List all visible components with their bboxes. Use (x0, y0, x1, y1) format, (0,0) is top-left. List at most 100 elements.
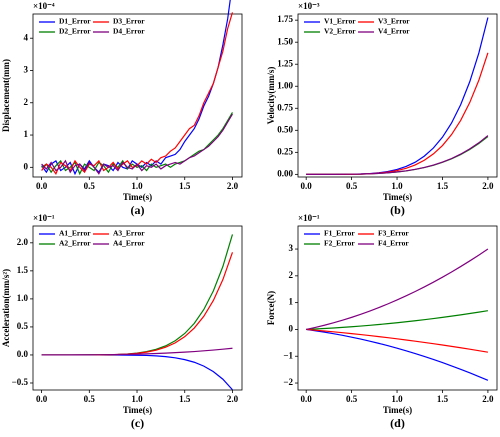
y-tick-label: 0.75 (277, 102, 293, 112)
x-tick-label: 1.0 (131, 181, 143, 191)
x-tick-label: 1.5 (437, 181, 449, 191)
y-tick-label: 1.25 (277, 58, 293, 68)
y-tick-label: 0.25 (277, 146, 293, 156)
x-tick-label: 0.5 (346, 394, 358, 404)
y-axis-label: Velocity(mm/s) (266, 67, 276, 125)
plot-frame (297, 225, 498, 391)
y-tick-label: 1.0 (17, 293, 29, 303)
data-line (41, 12, 234, 175)
subplot: 0.0 0.5 1.0 1.5 2.0 −2 −1 0 1 2 3 ×10⁻¹ Time(s) Force… (266, 213, 498, 430)
x-tick-label: 0.0 (36, 181, 48, 191)
legend-label: V1_Error (324, 17, 356, 26)
caption: (d) (390, 416, 405, 430)
x-tick-label: 1.0 (391, 394, 403, 404)
y-tick-label: 3 (289, 243, 294, 253)
x-tick-label: 1.5 (179, 181, 191, 191)
x-tick-label: 1.0 (391, 181, 403, 191)
data-line (306, 310, 489, 331)
legend-label: A1_Error (59, 229, 91, 238)
y-tick-label: 0 (289, 324, 294, 334)
y-tick-label: −0.5 (12, 377, 29, 387)
offset-label: ×10⁻³ (298, 1, 320, 11)
data-line (41, 234, 234, 356)
x-tick-label: 2.0 (482, 181, 494, 191)
legend-label: A2_Error (59, 239, 91, 248)
legend-label: V3_Error (378, 17, 410, 26)
x-tick-label: 0.0 (301, 394, 313, 404)
y-tick-label: 0.00 (277, 168, 293, 178)
legend-label: V4_Error (378, 27, 410, 36)
x-tick-label: 0.0 (301, 181, 313, 191)
y-tick-label: 2.0 (17, 237, 29, 247)
y-tick-label: 3 (24, 65, 29, 75)
subplot: 0.0 0.5 1.0 1.5 2.0 −0.5 0.0 0.5 1.0 1.5 2.0 ×10⁻¹ T… (1, 213, 243, 430)
caption: (b) (390, 203, 405, 217)
y-tick-label: 1.00 (277, 80, 293, 90)
y-tick-label: −1 (283, 350, 293, 360)
data-line (306, 17, 489, 175)
legend-label: F4_Error (378, 239, 409, 248)
legend-label: A3_Error (113, 229, 145, 238)
data-line (306, 135, 489, 175)
data-line (306, 135, 489, 175)
subplot: 0.0 0.5 1.0 1.5 2.0 0.00 0.25 0.50 0.75 1.00 1.25 1… (266, 1, 498, 217)
data-line (41, 113, 233, 175)
x-tick-label: 0.0 (36, 394, 48, 404)
data-line (306, 248, 489, 331)
x-tick-label: 2.0 (227, 181, 239, 191)
x-tick-label: 0.5 (346, 181, 358, 191)
y-tick-label: 1.50 (277, 36, 293, 46)
plot-frame (32, 225, 243, 391)
y-tick-label: 0.0 (17, 349, 29, 359)
y-tick-label: 1.5 (17, 265, 29, 275)
x-axis-label: Time(s) (123, 405, 152, 415)
legend-label: D1_Error (59, 17, 91, 26)
offset-label: ×10⁻¹ (33, 213, 55, 223)
y-tick-label: −2 (283, 377, 293, 387)
data-line (41, 347, 233, 356)
x-tick-label: 0.5 (84, 394, 96, 404)
legend-label: A4_Error (113, 239, 145, 248)
caption: (a) (131, 203, 145, 217)
data-line (306, 328, 489, 381)
subplot: 0.0 0.5 1.0 1.5 2.0 0 1 2 3 4 ×10⁻⁴ Time(s) Displace… (1, 0, 243, 217)
data-line (41, 252, 234, 356)
x-tick-label: 2.0 (482, 394, 494, 404)
y-tick-label: 4 (24, 32, 29, 42)
x-tick-label: 1.0 (131, 394, 143, 404)
plot-frame (32, 13, 243, 178)
y-axis-label: Displacement(mm) (1, 59, 11, 132)
legend-label: F3_Error (378, 229, 409, 238)
x-tick-label: 1.5 (179, 394, 191, 404)
x-axis-label: Time(s) (383, 192, 412, 202)
x-tick-label: 2.0 (227, 394, 239, 404)
data-line (306, 52, 489, 175)
y-tick-label: 0.50 (277, 124, 293, 134)
y-tick-label: 0.5 (17, 321, 29, 331)
legend-label: V2_Error (324, 27, 356, 36)
legend-label: D4_Error (113, 27, 145, 36)
legend-label: F1_Error (324, 229, 355, 238)
plot-frame (297, 13, 498, 178)
y-axis-label: Acceleration(mm/s²) (1, 269, 11, 347)
x-tick-label: 1.5 (437, 394, 449, 404)
legend-label: F2_Error (324, 239, 355, 248)
offset-label: ×10⁻¹ (298, 213, 320, 223)
y-tick-label: 2 (289, 270, 294, 280)
y-tick-label: 1 (24, 129, 29, 139)
data-line (41, 354, 233, 391)
offset-label: ×10⁻⁴ (33, 1, 55, 11)
y-tick-label: 0 (24, 161, 29, 171)
x-tick-label: 0.5 (84, 181, 96, 191)
x-axis-label: Time(s) (123, 192, 152, 202)
legend-label: D2_Error (59, 27, 91, 36)
caption: (c) (131, 416, 144, 430)
y-axis-label: Force(N) (266, 291, 276, 325)
y-tick-label: 1.75 (277, 14, 293, 24)
data-line (306, 328, 489, 353)
x-axis-label: Time(s) (383, 405, 412, 415)
legend-label: D3_Error (113, 17, 145, 26)
y-tick-label: 1 (289, 297, 294, 307)
y-tick-label: 2 (24, 97, 29, 107)
